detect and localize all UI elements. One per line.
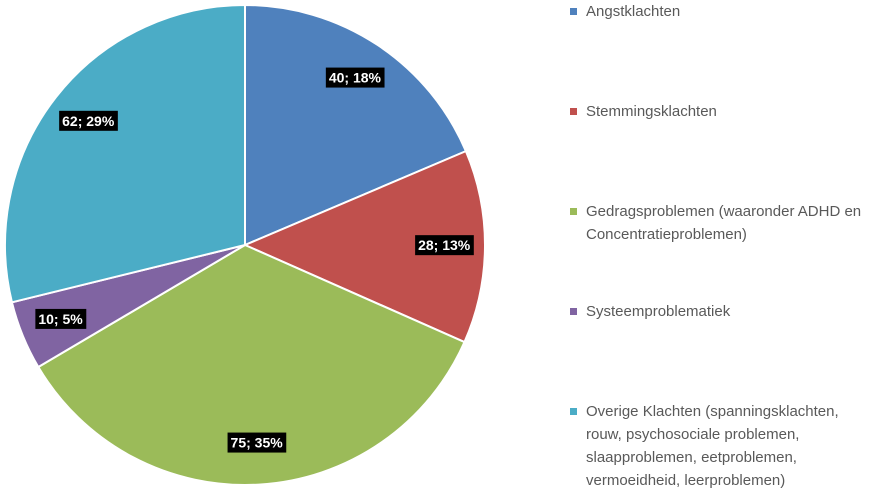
legend-label: Overige Klachten (spanningsklachten, rou… xyxy=(586,403,839,489)
legend-item: Stemmingsklachten xyxy=(568,100,868,123)
data-label-bg xyxy=(325,67,385,88)
legend-item: Overige Klachten (spanningsklachten, rou… xyxy=(568,400,868,492)
legend-label: Angstklachten xyxy=(586,3,681,20)
legend-label: Stemmingsklachten xyxy=(586,103,717,120)
legend-item: Angstklachten xyxy=(568,0,868,23)
data-label: 10; 5% xyxy=(38,311,83,327)
legend-swatch xyxy=(570,8,577,15)
legend-label: Gedragsproblemen (waaronder ADHD en Conc… xyxy=(586,203,862,243)
legend-item: Gedragsproblemen (waaronder ADHD en Conc… xyxy=(568,200,868,246)
data-label: 62; 29% xyxy=(62,113,115,129)
data-label-bg xyxy=(35,308,87,329)
pie-slice xyxy=(4,3,246,304)
data-label: 28; 13% xyxy=(418,237,471,253)
legend-item: Systeemproblematiek xyxy=(568,300,868,323)
legend-swatch xyxy=(570,108,577,115)
data-label-bg xyxy=(415,235,474,256)
data-label: 75; 35% xyxy=(231,435,284,451)
legend-label: Systeemproblematiek xyxy=(586,303,731,320)
pie-slice xyxy=(244,3,468,247)
data-label-bg xyxy=(59,110,118,131)
data-label: 40; 18% xyxy=(329,70,382,86)
legend-swatch xyxy=(570,208,577,215)
data-label-bg xyxy=(227,432,287,453)
legend-swatch xyxy=(570,408,577,415)
pie-slice xyxy=(242,149,486,344)
legend-swatch xyxy=(570,308,577,315)
